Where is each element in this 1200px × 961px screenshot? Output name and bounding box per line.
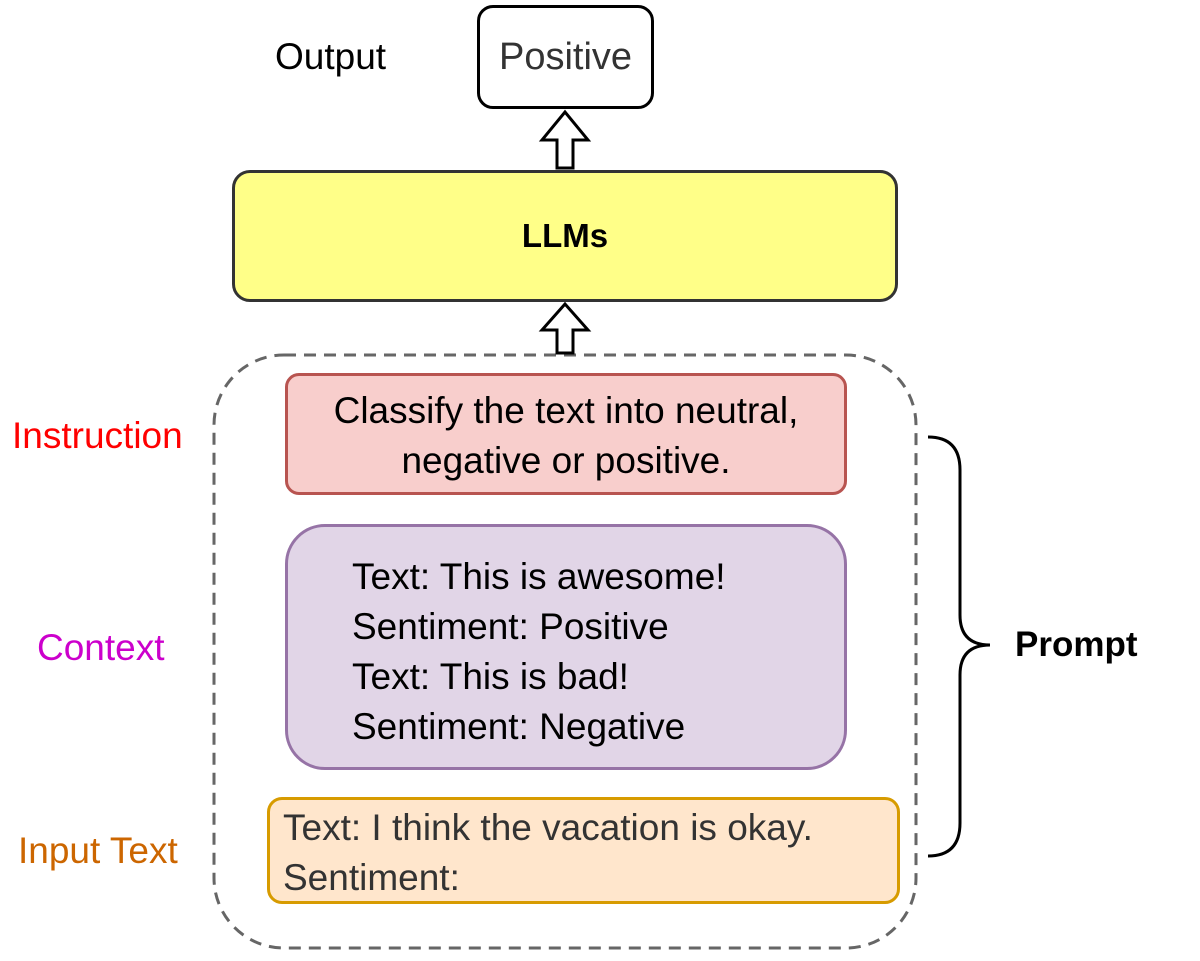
llm-box: LLMs xyxy=(232,170,898,302)
output-label: Output xyxy=(275,36,387,77)
arrow-up-icon xyxy=(538,109,592,170)
input-text-label: Input Text xyxy=(18,830,178,871)
instruction-line: negative or positive. xyxy=(401,440,731,481)
output-value: Positive xyxy=(498,35,633,78)
instruction-label: Instruction xyxy=(12,415,183,456)
prompt-dashed-boundary xyxy=(212,353,918,950)
context-label: Context xyxy=(37,627,165,668)
output-box: Positive xyxy=(477,5,654,109)
instruction-line: Classify the text into neutral, xyxy=(333,390,799,431)
prompt-label: Prompt xyxy=(1015,625,1138,664)
context-line: Text: This is awesome! xyxy=(352,556,726,597)
input-line: Text: I think the vacation is okay. xyxy=(283,807,813,848)
llm-label: LLMs xyxy=(521,217,609,254)
input-text-box: Text: I think the vacation is okay. Sent… xyxy=(267,797,900,904)
context-box: Text: This is awesome! Sentiment: Positi… xyxy=(285,524,847,770)
context-line: Sentiment: Negative xyxy=(352,706,686,747)
context-line: Sentiment: Positive xyxy=(352,606,669,647)
input-line: Sentiment: xyxy=(283,857,460,898)
instruction-box: Classify the text into neutral, negative… xyxy=(285,373,847,495)
arrow-up-icon xyxy=(538,301,592,355)
context-line: Text: This is bad! xyxy=(352,656,629,697)
curly-brace-icon xyxy=(927,435,991,858)
